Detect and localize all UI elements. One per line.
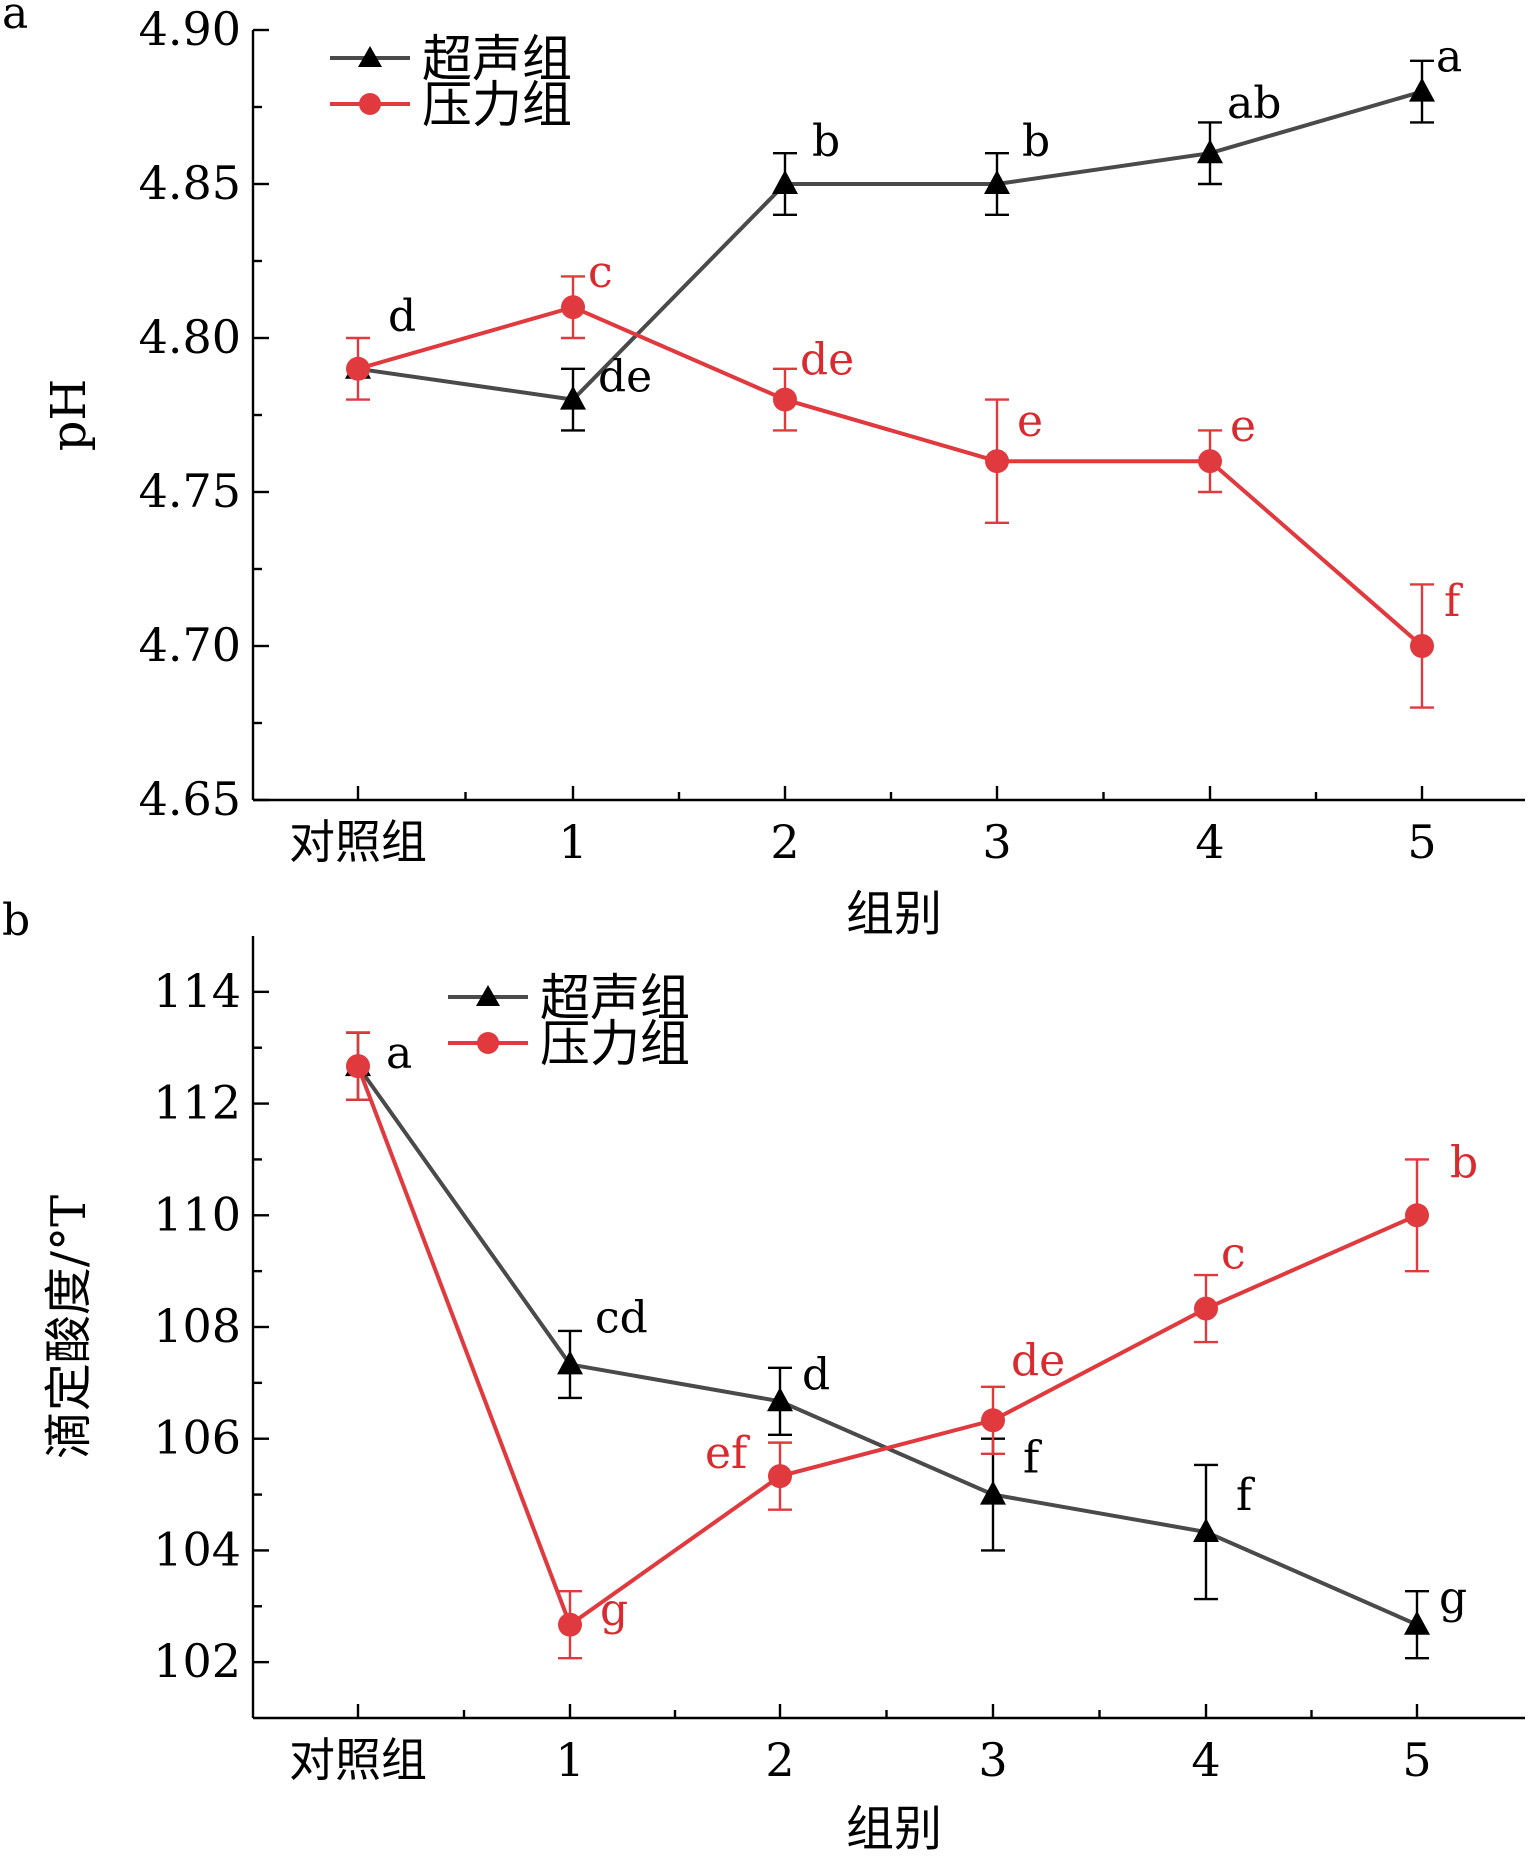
data-label: f xyxy=(1236,1470,1255,1521)
x-tick-label: 对照组 xyxy=(289,815,427,869)
x-tick-label: 5 xyxy=(1402,1733,1431,1787)
data-label: e xyxy=(1230,401,1256,452)
data-point xyxy=(558,1612,582,1637)
y-tick-label: 108 xyxy=(153,1299,241,1353)
data-point xyxy=(1198,449,1222,474)
series-line xyxy=(357,305,1424,648)
data-label: b xyxy=(1450,1137,1478,1188)
data-point xyxy=(1197,139,1223,164)
data-label: e xyxy=(1017,396,1043,447)
data-point xyxy=(1194,1296,1218,1321)
data-point xyxy=(1409,77,1435,102)
y-tick-label: 104 xyxy=(153,1522,241,1576)
y-axis-title: 滴定酸度/°T xyxy=(41,1195,97,1459)
data-label: b xyxy=(1022,116,1050,167)
data-point xyxy=(1405,1203,1429,1228)
x-tick-label: 2 xyxy=(765,1733,794,1787)
data-point xyxy=(767,1387,793,1412)
legend-label: 超声组 xyxy=(422,30,572,88)
data-label: b xyxy=(812,116,840,167)
legend-marker xyxy=(358,46,382,67)
x-tick-label: 3 xyxy=(978,1733,1007,1787)
data-point xyxy=(560,385,586,410)
data-label: a xyxy=(386,1028,412,1079)
x-tick-label: 1 xyxy=(555,1733,584,1787)
data-point xyxy=(772,170,798,194)
data-point xyxy=(557,1350,583,1375)
data-point xyxy=(346,356,370,381)
y-tick-label: 4.85 xyxy=(139,156,241,210)
y-tick-label: 102 xyxy=(153,1634,241,1688)
data-point xyxy=(1193,1517,1219,1542)
x-tick-label: 5 xyxy=(1407,815,1436,869)
series-pressure: c de e e f xyxy=(346,247,1463,709)
panel-label: b xyxy=(2,895,30,946)
legend-marker xyxy=(476,985,500,1006)
x-axis-title: 组别 xyxy=(846,886,942,942)
legend-label: 超声组 xyxy=(540,969,690,1027)
y-tick-label: 4.75 xyxy=(139,464,241,518)
data-point xyxy=(980,1480,1006,1505)
data-label: f xyxy=(1444,576,1463,627)
data-point xyxy=(985,449,1009,474)
y-tick-label: 4.90 xyxy=(139,2,241,56)
data-label: c xyxy=(588,247,613,298)
x-tick-label: 1 xyxy=(558,815,587,869)
data-label: cd xyxy=(595,1292,648,1343)
series-pressure: g ef de c b xyxy=(346,1031,1478,1660)
y-tick-label: 112 xyxy=(153,1076,241,1130)
data-label: c xyxy=(1221,1229,1246,1280)
data-label: ab xyxy=(1227,78,1281,129)
data-point xyxy=(984,170,1010,194)
data-point xyxy=(1410,634,1434,658)
series-line xyxy=(357,89,1423,402)
data-label: de xyxy=(800,335,854,386)
x-tick-label: 3 xyxy=(982,815,1011,869)
data-point xyxy=(773,387,797,412)
y-tick-label: 106 xyxy=(153,1411,241,1465)
panel-label: a xyxy=(2,0,28,39)
panel-a-chart: 4.65 4.70 4.75 4.80 4.85 4.90 对照组 1 2 3 4 5 组别 pH a d de… xyxy=(2,0,1525,942)
series-line xyxy=(356,1065,1418,1628)
y-tick-label: 4.65 xyxy=(139,772,241,826)
data-point xyxy=(346,1054,370,1079)
legend-marker xyxy=(477,1032,499,1054)
data-label: d xyxy=(388,291,416,342)
series-ultrasound: a cd d f f g xyxy=(345,1028,1467,1660)
x-tick-label: 4 xyxy=(1195,815,1224,869)
legend-marker xyxy=(359,93,381,115)
data-label: ef xyxy=(705,1428,750,1479)
y-tick-label: 4.70 xyxy=(139,618,241,672)
x-tick-label: 对照组 xyxy=(289,1733,427,1787)
series-line xyxy=(356,1064,1418,1627)
data-point xyxy=(981,1408,1005,1433)
x-axis-title: 组别 xyxy=(846,1801,942,1857)
x-tick-label: 4 xyxy=(1191,1733,1220,1787)
y-tick-label: 114 xyxy=(153,964,241,1018)
legend-label: 压力组 xyxy=(540,1015,690,1073)
data-label: g xyxy=(600,1585,628,1636)
y-axis-title: pH xyxy=(41,379,97,452)
x-tick-label: 2 xyxy=(770,815,799,869)
y-tick-label: 110 xyxy=(153,1187,241,1241)
data-label: de xyxy=(1011,1335,1065,1386)
y-tick-label: 4.80 xyxy=(139,310,241,364)
data-label: a xyxy=(1436,32,1462,83)
legend-label: 压力组 xyxy=(422,76,572,134)
data-label: de xyxy=(598,352,652,403)
data-label: d xyxy=(802,1349,830,1400)
data-point xyxy=(561,295,585,320)
data-point xyxy=(1404,1610,1430,1635)
data-point xyxy=(768,1464,792,1489)
data-label: g xyxy=(1439,1573,1467,1624)
data-label: f xyxy=(1023,1433,1042,1484)
